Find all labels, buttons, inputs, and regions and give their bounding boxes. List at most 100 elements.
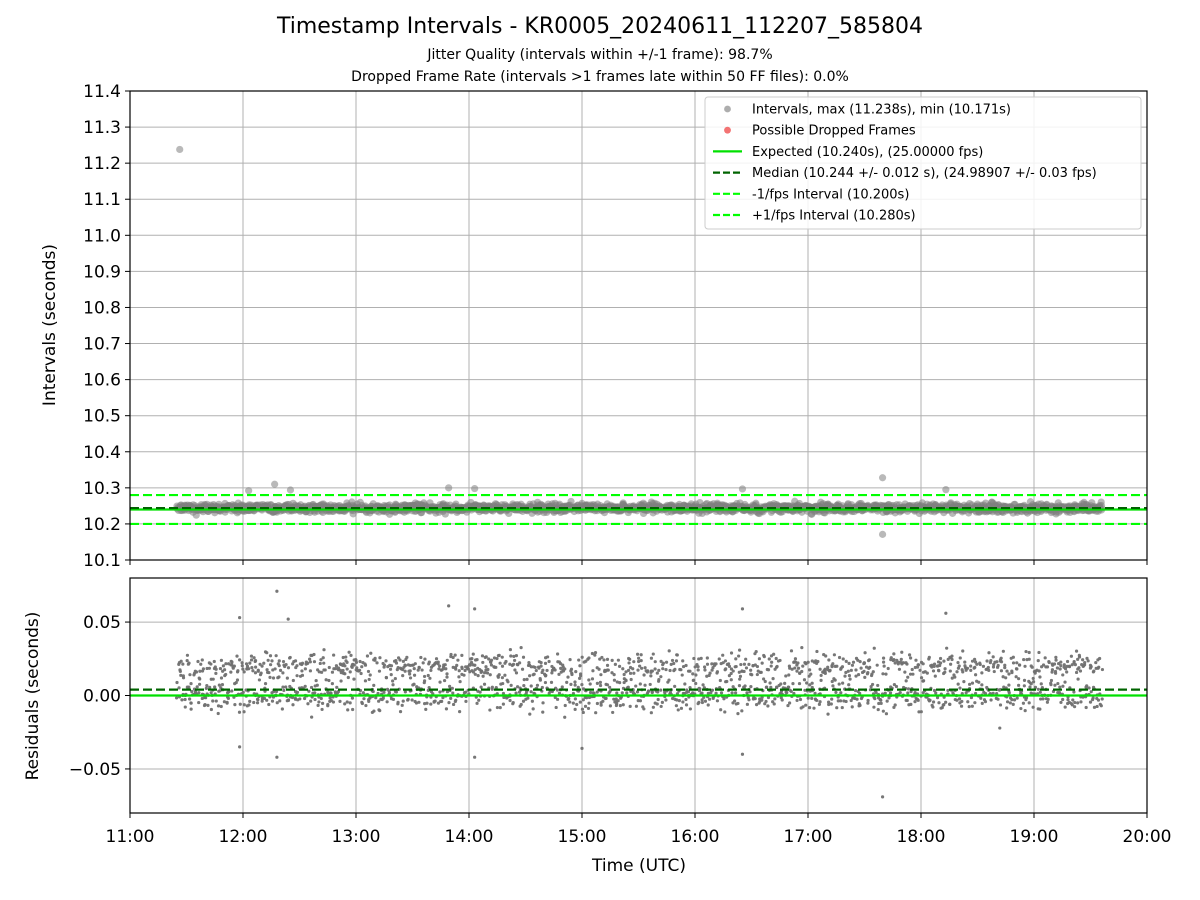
data-point: [300, 661, 305, 665]
data-point: [193, 690, 198, 694]
data-point: [598, 683, 603, 688]
data-point: [464, 690, 468, 694]
data-point: [1059, 664, 1063, 668]
data-point: [583, 704, 588, 708]
data-point: [460, 653, 464, 657]
data-point: [599, 673, 603, 677]
data-point: [987, 651, 991, 655]
data-point: [743, 684, 747, 688]
y-tick-label: 10.3: [83, 479, 121, 499]
data-point: [576, 685, 580, 689]
data-point: [622, 672, 626, 677]
data-point: [599, 703, 603, 707]
data-point: [660, 700, 664, 704]
data-point: [277, 675, 281, 679]
data-point: [612, 673, 616, 677]
data-point: [980, 701, 984, 705]
data-point: [1011, 661, 1016, 665]
data-point: [372, 709, 376, 713]
data-point: [291, 703, 295, 707]
data-point: [1038, 707, 1042, 711]
data-point: [637, 656, 641, 660]
data-point: [237, 710, 242, 714]
data-point: [1094, 660, 1098, 665]
data-point: [626, 685, 630, 689]
data-point: [183, 705, 187, 709]
data-point: [738, 674, 743, 678]
data-point: [424, 707, 428, 711]
data-point: [1015, 696, 1019, 700]
data-point: [700, 691, 704, 695]
data-point: [457, 675, 461, 679]
data-point: [1097, 665, 1101, 669]
data-point: [391, 697, 396, 702]
data-point: [268, 663, 273, 667]
data-point: [300, 669, 304, 673]
data-point: [606, 668, 610, 672]
data-point: [638, 682, 642, 686]
data-point: [827, 702, 831, 707]
data-point: [389, 664, 394, 668]
x-tick-label: 17:00: [784, 827, 833, 847]
data-point: [179, 673, 183, 677]
data-point: [336, 689, 341, 694]
data-point: [857, 702, 861, 706]
data-point: [816, 659, 820, 664]
data-point: [840, 705, 844, 710]
data-point: [358, 668, 362, 672]
data-point: [757, 657, 762, 661]
data-point: [437, 664, 442, 668]
data-point: [348, 701, 352, 705]
data-point: [745, 702, 749, 706]
data-point: [445, 658, 449, 662]
data-point: [931, 669, 936, 673]
data-point: [979, 696, 983, 700]
x-tick-label: 14:00: [445, 827, 494, 847]
data-point: [737, 654, 741, 658]
data-point: [680, 673, 684, 677]
data-point: [881, 656, 886, 660]
data-point: [288, 655, 292, 660]
data-point: [245, 664, 250, 668]
data-point: [696, 668, 700, 672]
data-point: [473, 668, 477, 672]
data-point: [873, 696, 877, 701]
data-point: [742, 662, 747, 666]
data-point: [669, 662, 673, 666]
chart-title: Timestamp Intervals - KR0005_20240611_11…: [276, 14, 924, 39]
data-point: [343, 672, 347, 676]
data-point: [1087, 686, 1091, 690]
data-point: [577, 676, 582, 680]
data-point: [605, 657, 610, 661]
data-point: [746, 696, 750, 700]
data-point: [229, 670, 233, 674]
data-point: [425, 701, 429, 705]
data-point: [508, 648, 512, 652]
data-point: [1073, 663, 1077, 667]
data-point: [307, 689, 311, 693]
data-point: [286, 698, 291, 702]
data-point: [888, 691, 893, 695]
data-point: [1004, 676, 1008, 680]
data-point: [734, 657, 738, 661]
data-point: [692, 656, 696, 661]
data-point: [871, 670, 875, 674]
data-point: [830, 697, 834, 701]
data-point: [295, 664, 299, 668]
data-point: [815, 698, 819, 703]
data-point: [1085, 684, 1089, 688]
data-point: [872, 646, 876, 650]
data-point: [514, 691, 518, 695]
data-point: [495, 656, 499, 661]
data-point: [649, 674, 653, 678]
data-point: [563, 715, 567, 719]
data-point: [661, 667, 665, 671]
data-point: [200, 658, 204, 662]
data-point: [451, 655, 455, 660]
data-point: [511, 662, 516, 666]
data-point: [801, 705, 805, 709]
data-point: [991, 691, 995, 695]
data-point: [683, 682, 687, 686]
data-point: [528, 674, 532, 678]
data-point: [738, 677, 742, 681]
